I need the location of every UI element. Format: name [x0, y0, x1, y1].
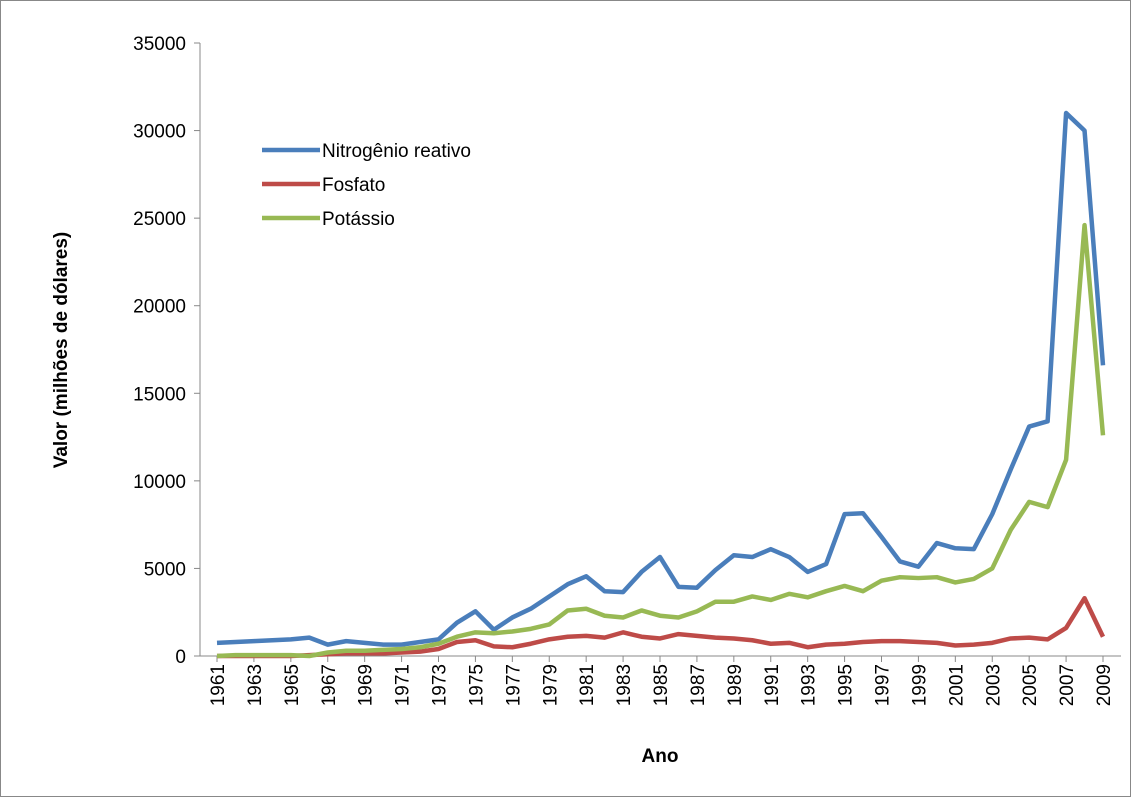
x-tick-label: 2003 [983, 664, 1004, 706]
legend-label: Fosfato [322, 175, 385, 196]
y-tick-label: 5000 [144, 559, 186, 580]
y-tick-label: 15000 [133, 384, 186, 405]
x-tick-label: 1987 [688, 664, 709, 706]
x-tick-label: 1983 [614, 664, 635, 706]
x-tick-label: 1991 [762, 664, 783, 706]
x-tick-label: 1979 [540, 664, 561, 706]
x-tick-label: 2005 [1020, 664, 1041, 706]
x-tick-label: 2001 [946, 664, 967, 706]
x-tick-label: 1995 [836, 664, 857, 706]
series-line [216, 110, 1106, 647]
y-tick-label: 25000 [133, 209, 186, 230]
x-tick-label: 1981 [577, 664, 598, 706]
x-tick-label: 2007 [1057, 664, 1078, 706]
x-tick-label: 1963 [245, 664, 266, 706]
x-tick-label: 2009 [1094, 664, 1115, 706]
x-tick-label: 1989 [725, 664, 746, 706]
x-tick-label: 1967 [319, 664, 340, 706]
x-tick-label: 1993 [799, 664, 820, 706]
y-tick-label: 30000 [133, 122, 186, 143]
x-tick-label: 1965 [282, 664, 303, 706]
x-tick-label: 1975 [466, 664, 487, 706]
x-tick-label: 1997 [873, 664, 894, 706]
x-tick-label: 1969 [356, 664, 377, 706]
series-line [217, 595, 1106, 659]
y-tick-label: 10000 [133, 472, 186, 493]
y-tick-label: 35000 [133, 34, 186, 55]
x-tick-label: 1999 [909, 664, 930, 706]
legend-label: Nitrogênio reativo [322, 141, 471, 162]
y-tick-label: 0 [175, 647, 186, 668]
y-axis-title: Valor (milhões de dólares) [51, 232, 72, 469]
x-tick-label: 1971 [393, 664, 414, 706]
legend-label: Potássio [322, 209, 395, 230]
x-tick-label: 1961 [208, 664, 229, 706]
x-tick-label: 1977 [503, 664, 524, 706]
x-tick-label: 1973 [430, 664, 451, 706]
x-tick-label: 1985 [651, 664, 672, 706]
x-axis-title: Ano [642, 746, 679, 767]
y-tick-label: 20000 [133, 297, 186, 318]
series-line [216, 222, 1106, 659]
